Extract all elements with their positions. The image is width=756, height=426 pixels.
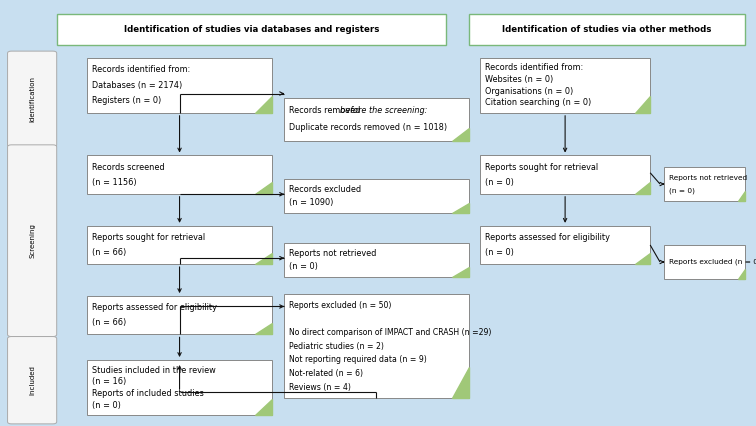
Text: (n = 0): (n = 0) <box>485 248 514 257</box>
FancyBboxPatch shape <box>480 58 650 113</box>
FancyBboxPatch shape <box>8 51 57 147</box>
Text: (n = 1090): (n = 1090) <box>289 198 333 207</box>
Text: Records identified from:: Records identified from: <box>92 65 191 74</box>
Polygon shape <box>738 191 745 201</box>
Text: Reports assessed for eligibility: Reports assessed for eligibility <box>92 303 217 312</box>
Polygon shape <box>452 128 469 141</box>
Text: Reports not retrieved: Reports not retrieved <box>289 249 376 258</box>
FancyBboxPatch shape <box>284 98 469 141</box>
FancyBboxPatch shape <box>87 226 272 264</box>
Text: Duplicate records removed (n = 1018): Duplicate records removed (n = 1018) <box>289 123 447 132</box>
FancyBboxPatch shape <box>8 145 57 337</box>
Text: Reviews (n = 4): Reviews (n = 4) <box>289 383 351 391</box>
Text: Identification: Identification <box>29 76 35 122</box>
Text: (n = 0): (n = 0) <box>92 401 121 410</box>
FancyBboxPatch shape <box>8 337 57 424</box>
Text: Databases (n = 2174): Databases (n = 2174) <box>92 81 182 90</box>
FancyBboxPatch shape <box>57 14 446 45</box>
Text: Screening: Screening <box>29 223 35 258</box>
FancyBboxPatch shape <box>87 58 272 113</box>
Polygon shape <box>256 399 272 415</box>
Text: (n = 0): (n = 0) <box>289 262 318 271</box>
Text: Reports excluded (n = 50): Reports excluded (n = 50) <box>289 301 391 310</box>
Polygon shape <box>452 203 469 213</box>
Polygon shape <box>256 182 272 194</box>
FancyBboxPatch shape <box>87 155 272 194</box>
Text: Citation searching (n = 0): Citation searching (n = 0) <box>485 98 592 107</box>
FancyBboxPatch shape <box>480 226 650 264</box>
FancyBboxPatch shape <box>284 243 469 277</box>
Text: (n = 0): (n = 0) <box>485 178 514 187</box>
Text: Reports of included studies: Reports of included studies <box>92 389 204 398</box>
Polygon shape <box>256 323 272 334</box>
Text: Pediatric studies (n = 2): Pediatric studies (n = 2) <box>289 342 383 351</box>
Text: (n = 66): (n = 66) <box>92 248 126 257</box>
Polygon shape <box>738 269 745 279</box>
Text: Records excluded: Records excluded <box>289 185 361 194</box>
FancyBboxPatch shape <box>664 167 745 201</box>
Polygon shape <box>635 96 650 113</box>
Polygon shape <box>256 96 272 113</box>
Text: Registers (n = 0): Registers (n = 0) <box>92 96 162 105</box>
FancyBboxPatch shape <box>480 155 650 194</box>
Text: (n = 66): (n = 66) <box>92 318 126 327</box>
Text: Not-related (n = 6): Not-related (n = 6) <box>289 369 363 378</box>
Text: Reports assessed for eligibility: Reports assessed for eligibility <box>485 233 610 242</box>
Polygon shape <box>635 253 650 264</box>
Text: Included: Included <box>29 365 35 395</box>
FancyBboxPatch shape <box>664 245 745 279</box>
Text: Reports sought for retrieval: Reports sought for retrieval <box>92 233 206 242</box>
Polygon shape <box>452 367 469 398</box>
Text: Studies included in the review: Studies included in the review <box>92 366 216 374</box>
Text: Organisations (n = 0): Organisations (n = 0) <box>485 86 574 95</box>
Polygon shape <box>452 267 469 277</box>
Text: Records removed: Records removed <box>289 106 363 115</box>
FancyBboxPatch shape <box>469 14 745 45</box>
Text: Identification of studies via databases and registers: Identification of studies via databases … <box>124 25 379 34</box>
Text: Reports excluded (n = 0): Reports excluded (n = 0) <box>669 259 756 265</box>
Text: Reports sought for retrieval: Reports sought for retrieval <box>485 163 599 172</box>
FancyBboxPatch shape <box>87 296 272 334</box>
Text: Reports not retrieved: Reports not retrieved <box>669 175 747 181</box>
Text: Not reporting required data (n = 9): Not reporting required data (n = 9) <box>289 355 426 364</box>
FancyBboxPatch shape <box>284 179 469 213</box>
Text: Records screened: Records screened <box>92 163 165 172</box>
Text: (n = 0): (n = 0) <box>669 187 695 194</box>
FancyBboxPatch shape <box>284 294 469 398</box>
Text: Websites (n = 0): Websites (n = 0) <box>485 75 553 84</box>
Text: (n = 16): (n = 16) <box>92 377 126 386</box>
FancyBboxPatch shape <box>87 360 272 415</box>
Polygon shape <box>256 253 272 264</box>
Text: Identification of studies via other methods: Identification of studies via other meth… <box>502 25 711 34</box>
Text: No direct comparison of IMPACT and CRASH (n =29): No direct comparison of IMPACT and CRASH… <box>289 328 491 337</box>
Text: before the screening:: before the screening: <box>340 106 428 115</box>
Text: Records identified from:: Records identified from: <box>485 63 584 72</box>
Text: (n = 1156): (n = 1156) <box>92 178 137 187</box>
Polygon shape <box>635 182 650 194</box>
